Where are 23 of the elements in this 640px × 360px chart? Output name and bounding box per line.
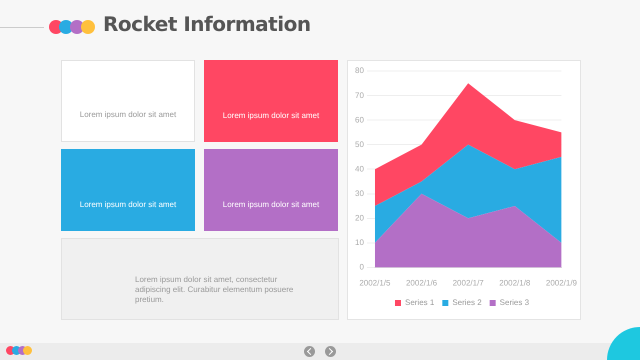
text: Lorem ipsum dolor sit amet (222, 111, 320, 120)
x-tick-label: 2002/1/8 (499, 278, 531, 288)
legend-label: Series 2 (452, 298, 482, 308)
text: Lorem ipsum dolor sit amet (80, 110, 176, 119)
y-tick-label: 60 (354, 115, 364, 124)
text: Lorem ipsum dolor sit amet, consectetur adipiscing elit. Curabitur elementum posuere pretium. (135, 275, 294, 305)
x-tick-label: 2002/1/9 (546, 278, 578, 288)
x-tick-label: 2002/1/5 (359, 278, 392, 288)
legend-label: Series 3 (500, 298, 530, 308)
y-tick-label: 70 (354, 90, 364, 100)
text: Rocket Information (103, 12, 311, 36)
text: Lorem ipsum dolor sit amet (80, 200, 176, 209)
y-tick-label: 50 (354, 140, 364, 149)
y-tick-label: 0 (359, 262, 364, 272)
y-tick-label: 20 (354, 214, 364, 223)
y-tick-label: 30 (354, 188, 364, 198)
y-tick-label: 40 (354, 164, 364, 174)
x-tick-label: 2002/1/7 (452, 278, 484, 288)
x-tick-label: 2002/1/6 (406, 278, 438, 288)
y-tick-label: 10 (354, 238, 364, 248)
text: Lorem ipsum dolor sit amet (222, 200, 320, 209)
legend-label: Series 1 (404, 298, 435, 308)
y-tick-label: 80 (354, 66, 364, 76)
